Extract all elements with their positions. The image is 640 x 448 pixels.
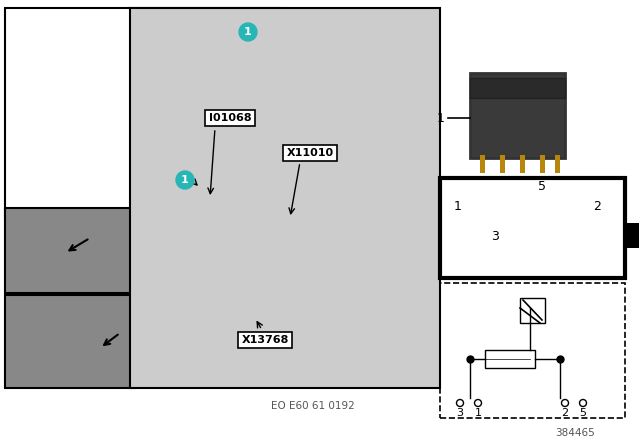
Bar	[256, 146, 276, 158]
Bar	[256, 181, 276, 193]
Bar	[155, 60, 395, 64]
Bar	[500, 155, 505, 173]
Bar	[340, 181, 360, 193]
Text: 2: 2	[593, 199, 601, 212]
Bar	[593, 206, 597, 228]
Bar	[155, 52, 395, 56]
Text: 1: 1	[244, 27, 252, 37]
Bar	[445, 48, 595, 178]
Bar	[312, 216, 332, 228]
Bar	[256, 251, 276, 263]
Bar	[340, 146, 360, 158]
Bar	[284, 146, 304, 158]
Bar	[284, 251, 304, 263]
Bar	[155, 124, 395, 128]
Bar	[256, 286, 276, 298]
Bar	[312, 146, 332, 158]
Text: 384465: 384465	[556, 428, 595, 438]
Bar	[5, 8, 280, 218]
Text: 1: 1	[454, 199, 462, 212]
Bar	[228, 286, 248, 298]
Bar	[470, 78, 565, 98]
Bar	[540, 155, 545, 173]
Bar	[499, 236, 503, 258]
Bar	[6, 296, 66, 387]
Circle shape	[239, 23, 257, 41]
Bar	[195, 168, 250, 198]
Text: EO E60 61 0192: EO E60 61 0192	[271, 401, 355, 411]
Bar	[555, 155, 560, 173]
Bar	[6, 296, 134, 387]
Text: 3: 3	[456, 408, 463, 418]
Bar	[312, 181, 332, 193]
Bar	[155, 92, 395, 96]
Bar	[312, 286, 332, 298]
Bar	[284, 216, 304, 228]
Bar	[520, 298, 545, 323]
Text: 1: 1	[437, 112, 445, 125]
Circle shape	[176, 171, 194, 189]
Bar	[228, 181, 248, 193]
Bar	[6, 209, 134, 292]
Bar	[200, 286, 220, 298]
Bar	[131, 9, 439, 387]
Bar	[520, 155, 525, 173]
Text: X13768: X13768	[241, 335, 289, 345]
Text: 5: 5	[538, 180, 546, 193]
Bar	[527, 190, 545, 194]
Bar	[340, 216, 360, 228]
Bar	[284, 181, 304, 193]
Bar	[625, 223, 639, 248]
Bar	[256, 216, 276, 228]
Bar	[155, 116, 395, 120]
Bar	[284, 286, 304, 298]
Polygon shape	[145, 28, 430, 348]
Bar	[228, 146, 248, 158]
Bar	[200, 216, 220, 228]
Bar	[428, 223, 442, 248]
Text: X11010: X11010	[287, 148, 333, 158]
Bar	[6, 296, 134, 387]
Bar	[155, 100, 395, 104]
Bar	[155, 84, 395, 88]
Bar	[340, 286, 360, 298]
Bar	[340, 251, 360, 263]
Bar	[5, 208, 135, 293]
Bar	[200, 251, 220, 263]
Bar	[228, 251, 248, 263]
Bar	[255, 248, 305, 278]
Text: 1: 1	[474, 408, 481, 418]
Text: I01068: I01068	[209, 113, 252, 123]
Bar	[485, 350, 535, 368]
Bar	[440, 283, 625, 418]
Bar	[470, 73, 565, 158]
Text: 3: 3	[491, 229, 499, 242]
Bar	[130, 8, 440, 388]
Bar	[440, 178, 625, 278]
Bar	[5, 295, 135, 388]
Bar	[312, 251, 332, 263]
Bar	[462, 206, 466, 228]
Bar	[155, 76, 395, 80]
Text: 1: 1	[181, 175, 189, 185]
Bar	[155, 68, 395, 72]
Bar	[155, 108, 395, 112]
Bar	[195, 288, 255, 318]
Text: 2: 2	[561, 408, 568, 418]
Bar	[200, 146, 220, 158]
Bar	[195, 203, 250, 253]
Bar	[228, 216, 248, 228]
Bar	[480, 155, 485, 173]
Text: 5: 5	[579, 408, 586, 418]
Bar	[200, 181, 220, 193]
